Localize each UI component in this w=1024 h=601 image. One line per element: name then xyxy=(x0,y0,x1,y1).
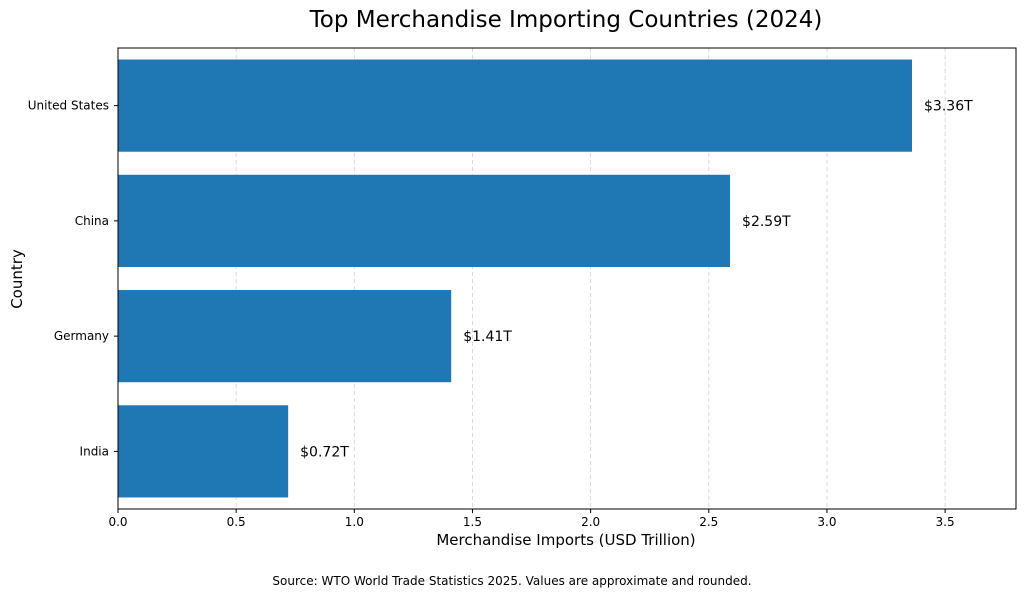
value-labels: $3.36T $2.59T $1.41T $0.72T xyxy=(300,99,973,461)
value-label: $0.72T xyxy=(300,444,349,460)
x-tick-label: 0.5 xyxy=(227,515,246,529)
bar-china xyxy=(118,174,731,267)
x-tick-label: 0.0 xyxy=(108,515,127,529)
x-tick-label: 1.0 xyxy=(345,515,364,529)
x-tick-label: 2.0 xyxy=(581,515,600,529)
y-tick-label: India xyxy=(80,444,109,458)
y-tick-label: United States xyxy=(28,99,109,113)
x-tick-label: 2.5 xyxy=(699,515,718,529)
x-axis-label: Merchandise Imports (USD Trillion) xyxy=(436,531,695,549)
x-tick-label: 1.5 xyxy=(463,515,482,529)
y-tick-label: China xyxy=(75,214,109,228)
chart-title: Top Merchandise Importing Countries (202… xyxy=(309,7,823,33)
value-label: $1.41T xyxy=(463,329,512,345)
value-label: $2.59T xyxy=(742,214,791,230)
plot-frame xyxy=(117,47,1017,510)
x-tick-label: 3.5 xyxy=(936,515,955,529)
value-label: $3.36T xyxy=(924,99,973,115)
bar-united-states xyxy=(118,59,913,152)
bar-germany xyxy=(118,290,452,383)
source-footnote: Source: WTO World Trade Statistics 2025.… xyxy=(272,574,751,588)
x-axis-ticks: 0.0 0.5 1.0 1.5 2.0 2.5 3.0 3.5 xyxy=(108,509,955,529)
bars xyxy=(118,59,913,498)
y-axis-label: Country xyxy=(8,249,26,309)
y-axis-ticks: United States China Germany India xyxy=(28,99,118,458)
bar-india xyxy=(118,405,289,498)
y-tick-label: Germany xyxy=(54,329,109,343)
x-tick-label: 3.0 xyxy=(817,515,836,529)
